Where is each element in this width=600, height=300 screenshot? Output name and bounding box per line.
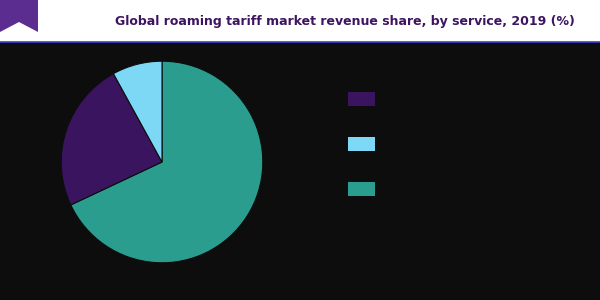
Wedge shape — [71, 61, 263, 263]
Wedge shape — [113, 61, 162, 162]
Wedge shape — [61, 74, 162, 205]
Text: Global roaming tariff market revenue share, by service, 2019 (%): Global roaming tariff market revenue sha… — [115, 16, 575, 28]
Polygon shape — [0, 0, 38, 32]
Bar — [0, 0, 600, 42]
